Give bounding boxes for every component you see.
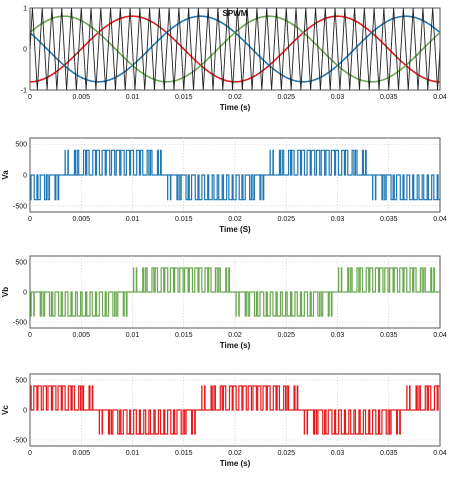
spwm-line-voltage-series-1 xyxy=(30,149,440,201)
y-tick-label: -1 xyxy=(21,88,27,95)
x-tick-label: 0.02 xyxy=(228,332,242,339)
x-tick-label: 0.035 xyxy=(380,332,398,339)
x-axis-label: Time (s) xyxy=(220,103,251,112)
y-tick-label: 0 xyxy=(23,408,27,415)
y-tick-label: -500 xyxy=(13,203,27,210)
y-tick-label: 500 xyxy=(15,378,27,385)
x-tick-label: 0.015 xyxy=(175,216,193,223)
x-tick-label: 0.035 xyxy=(380,450,398,457)
y-axis-label: Vc xyxy=(1,405,10,415)
y-tick-label: 500 xyxy=(15,142,27,149)
x-tick-label: 0 xyxy=(28,332,32,339)
x-tick-label: 0.04 xyxy=(433,94,447,101)
x-tick-label: 0.03 xyxy=(331,216,345,223)
y-tick-label: 500 xyxy=(15,260,27,267)
x-tick-label: 0.025 xyxy=(277,216,295,223)
x-tick-label: 0.025 xyxy=(277,94,295,101)
x-tick-label: 0.015 xyxy=(175,94,193,101)
y-tick-label: 0 xyxy=(23,290,27,297)
x-axis-label: Time (s) xyxy=(220,459,251,468)
y-axis-label: Va xyxy=(1,170,10,180)
series-group xyxy=(30,385,440,435)
series-group xyxy=(30,149,440,201)
x-tick-label: 0.01 xyxy=(126,216,140,223)
chart-panel-2: 0 0.005 0.01 0.015 0.02 0.025 0.03 0.035 0.04 500… xyxy=(1,137,447,234)
x-tick-label: 0.02 xyxy=(228,94,242,101)
sine-series-3 xyxy=(30,15,440,83)
spwm-line-voltage-series-1 xyxy=(30,385,440,435)
x-axis-label: Time (S) xyxy=(219,225,251,234)
y-tick-label: 0 xyxy=(23,47,27,54)
x-tick-label: 0.04 xyxy=(433,216,447,223)
y-tick-label: 0 xyxy=(23,173,27,180)
x-axis-label: Time (s) xyxy=(220,341,251,350)
series-group xyxy=(30,267,440,317)
x-tick-label: 0.04 xyxy=(433,332,447,339)
x-tick-label: 0.035 xyxy=(380,216,398,223)
x-tick-label: 0.03 xyxy=(331,94,345,101)
x-tick-label: 0.01 xyxy=(126,332,140,339)
y-axis-label: Vb xyxy=(1,287,10,297)
x-tick-label: 0.02 xyxy=(228,450,242,457)
triangle-carrier-series-4 xyxy=(30,8,440,90)
series-group xyxy=(30,8,440,90)
x-tick-label: 0.03 xyxy=(331,332,345,339)
y-tick-label: 1 xyxy=(23,6,27,13)
x-tick-label: 0.015 xyxy=(175,450,193,457)
x-tick-label: 0.025 xyxy=(277,450,295,457)
chart-panel-1: 0 0.005 0.01 0.015 0.02 0.025 0.03 0.035 0.04-10… xyxy=(21,6,447,113)
x-tick-label: 0.03 xyxy=(331,450,345,457)
chart-panel-4: 0 0.005 0.01 0.015 0.02 0.025 0.03 0.035 0.04 500… xyxy=(1,373,447,468)
chart-panel-3: 0 0.005 0.01 0.015 0.02 0.025 0.03 0.035 0.04 500… xyxy=(1,255,447,350)
spwm-line-voltage-series-1 xyxy=(30,267,440,317)
chart-title: SPWM xyxy=(223,9,248,18)
x-tick-label: 0 xyxy=(28,216,32,223)
x-tick-label: 0.04 xyxy=(433,450,447,457)
y-tick-label: -500 xyxy=(13,320,27,327)
x-tick-label: 0.035 xyxy=(380,94,398,101)
x-tick-label: 0.005 xyxy=(72,450,90,457)
x-tick-label: 0.015 xyxy=(175,332,193,339)
x-tick-label: 0 xyxy=(28,94,32,101)
x-tick-label: 0.005 xyxy=(72,332,90,339)
x-tick-label: 0.01 xyxy=(126,94,140,101)
x-tick-label: 0.02 xyxy=(228,216,242,223)
y-tick-label: -500 xyxy=(13,438,27,445)
x-tick-label: 0.01 xyxy=(126,450,140,457)
x-tick-label: 0.005 xyxy=(72,94,90,101)
x-tick-label: 0.005 xyxy=(72,216,90,223)
x-tick-label: 0 xyxy=(28,450,32,457)
x-tick-label: 0.025 xyxy=(277,332,295,339)
